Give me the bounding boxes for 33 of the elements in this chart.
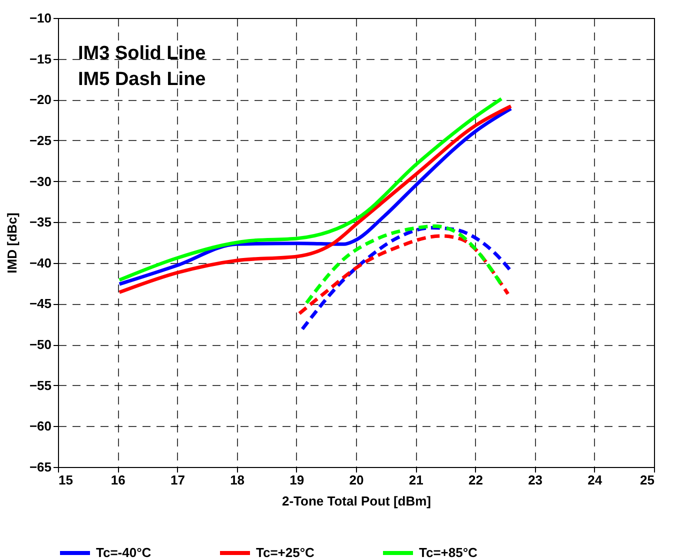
annotation: IM3 Solid Line bbox=[78, 43, 206, 64]
x-tick-label: 19 bbox=[290, 472, 304, 488]
x-tick-label: 21 bbox=[408, 472, 424, 488]
legend-label: Tc=+85°C bbox=[419, 545, 478, 560]
x-tick-label: 15 bbox=[58, 472, 73, 488]
y-tick-label: −20 bbox=[29, 92, 52, 108]
x-tick-label: 18 bbox=[230, 472, 245, 488]
line-series bbox=[300, 226, 513, 331]
y-axis-title: IMD [dBc] bbox=[4, 212, 20, 274]
annotation: IM5 Dash Line bbox=[78, 69, 206, 90]
y-tick-label: −30 bbox=[29, 174, 52, 189]
y-tick-label: −25 bbox=[29, 132, 52, 148]
legend-label: Tc=+25°C bbox=[256, 545, 316, 560]
y-tick-label: −55 bbox=[29, 378, 52, 393]
y-tick-label: −45 bbox=[29, 296, 52, 312]
x-tick-label: 25 bbox=[640, 472, 654, 488]
line-series bbox=[298, 234, 510, 316]
x-tick-label: 24 bbox=[588, 472, 603, 488]
y-tick-label: −35 bbox=[29, 214, 52, 230]
x-axis-title: 2-Tone Total Pout [dBm] bbox=[282, 494, 431, 508]
x-tick-label: 17 bbox=[170, 472, 185, 488]
x-tick-label: 16 bbox=[110, 472, 126, 488]
x-tick-label: 22 bbox=[468, 472, 483, 488]
y-tick-label: −10 bbox=[29, 10, 52, 26]
x-tick-label: 23 bbox=[528, 472, 543, 488]
x-tick-label: 20 bbox=[349, 472, 364, 488]
legend-label: Tc=-40°C bbox=[96, 545, 152, 560]
y-tick-label: −50 bbox=[29, 337, 52, 352]
y-tick-label: −60 bbox=[29, 418, 52, 434]
y-tick-label: −40 bbox=[29, 255, 52, 270]
line-series bbox=[304, 224, 504, 305]
y-tick-label: −65 bbox=[29, 460, 52, 474]
y-tick-label: −15 bbox=[29, 51, 52, 66]
